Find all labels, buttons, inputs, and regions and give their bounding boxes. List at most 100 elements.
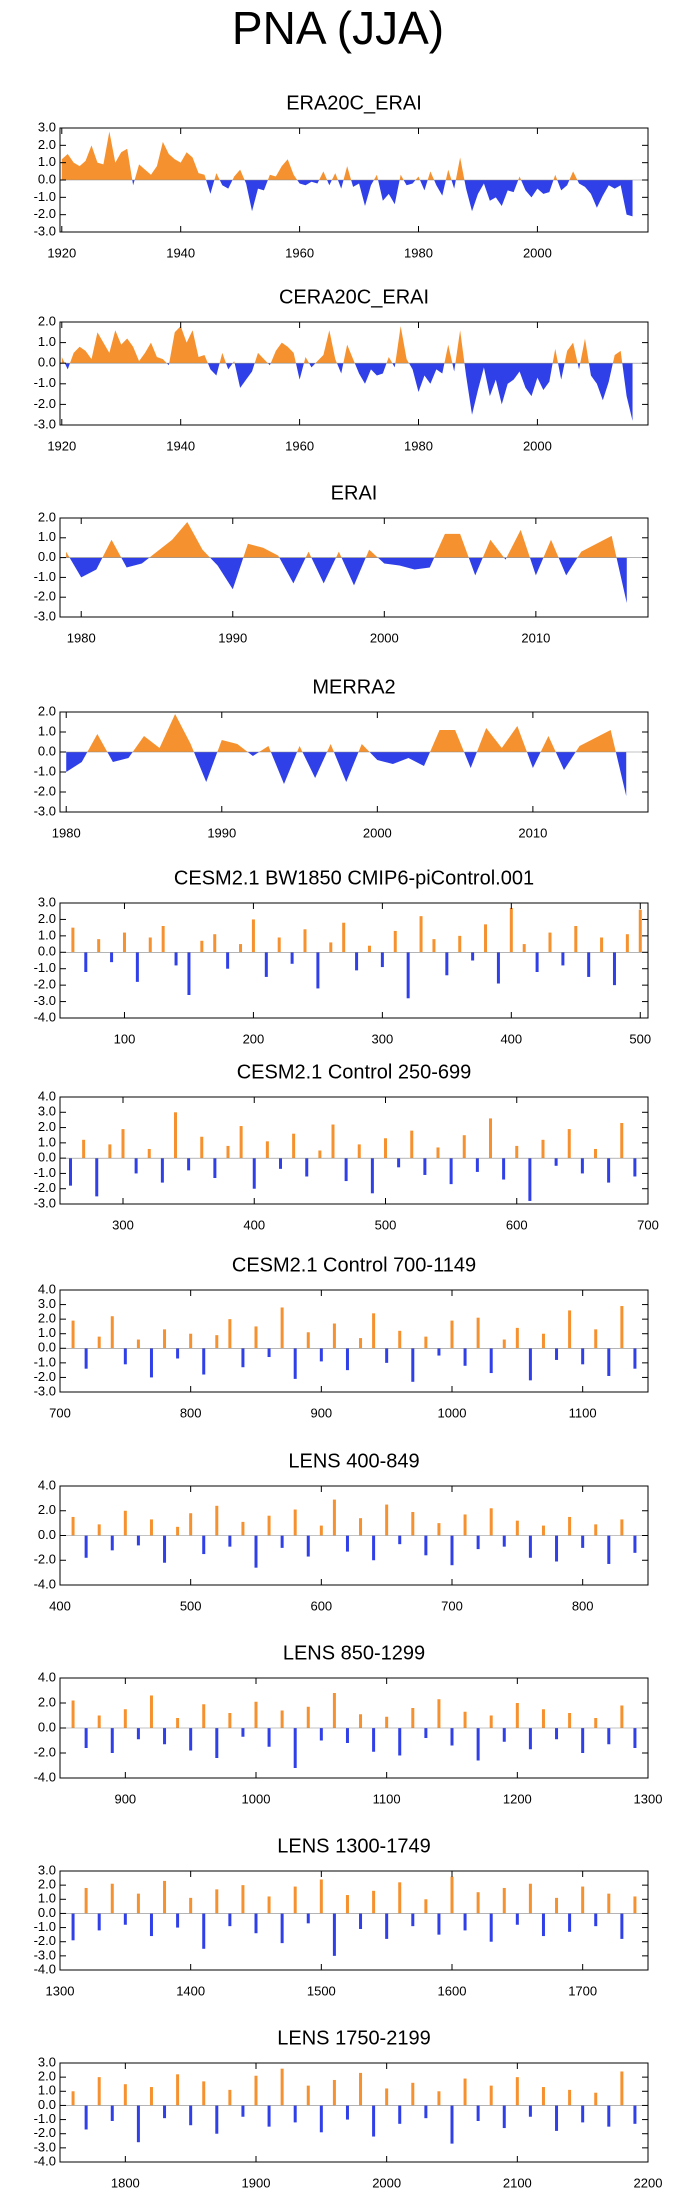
y-tick-label: -2.0 bbox=[34, 589, 56, 604]
bar bbox=[200, 1136, 204, 1159]
y-tick-label: 2.0 bbox=[38, 911, 56, 926]
bar bbox=[239, 1126, 243, 1159]
bar bbox=[489, 1913, 493, 1942]
bar bbox=[450, 1876, 454, 1914]
bar bbox=[97, 1336, 101, 1349]
bar bbox=[398, 2105, 402, 2124]
bar bbox=[541, 1913, 545, 1937]
bar bbox=[267, 1348, 271, 1358]
bar bbox=[489, 1118, 492, 1159]
bar bbox=[555, 1348, 559, 1360]
bar bbox=[241, 1348, 245, 1368]
y-tick-label: 0.0 bbox=[38, 944, 56, 959]
positive-area bbox=[61, 326, 633, 364]
bar bbox=[163, 1535, 167, 1563]
bar bbox=[541, 1333, 545, 1349]
bar bbox=[463, 1348, 467, 1366]
bar bbox=[450, 1320, 454, 1349]
bar bbox=[110, 1316, 114, 1349]
bar bbox=[241, 1885, 245, 1914]
bar bbox=[359, 1518, 363, 1536]
bar bbox=[136, 1339, 140, 1349]
bar bbox=[384, 1138, 387, 1159]
bar bbox=[239, 944, 243, 953]
bar bbox=[463, 1913, 467, 1931]
y-tick-label: -3.0 bbox=[34, 1383, 56, 1398]
x-tick-label: 400 bbox=[49, 1598, 71, 1613]
bar bbox=[357, 1144, 361, 1159]
bar bbox=[163, 1880, 167, 1914]
bar bbox=[267, 1896, 271, 1914]
bar bbox=[372, 2105, 376, 2137]
bar bbox=[267, 2105, 271, 2127]
positive-area bbox=[61, 131, 633, 180]
y-tick-label: -1.0 bbox=[34, 1165, 56, 1180]
bar bbox=[397, 1158, 401, 1168]
panel-title: LENS 1300-1749 bbox=[277, 1835, 430, 1857]
bar bbox=[541, 1139, 545, 1159]
bar bbox=[122, 932, 126, 953]
bar bbox=[633, 1348, 637, 1369]
bar bbox=[189, 1728, 193, 1751]
bar bbox=[123, 1709, 127, 1728]
x-tick-label: 500 bbox=[180, 1598, 202, 1613]
positive-area bbox=[66, 714, 627, 752]
bar bbox=[241, 1521, 245, 1536]
bar bbox=[594, 1718, 598, 1728]
bar bbox=[620, 1913, 624, 1939]
plot-area bbox=[66, 714, 627, 796]
bar bbox=[200, 940, 204, 953]
bar bbox=[633, 1896, 637, 1914]
bar bbox=[345, 1348, 349, 1371]
y-tick-label: 2.0 bbox=[38, 1311, 56, 1326]
bar bbox=[241, 2105, 245, 2117]
bar bbox=[612, 952, 616, 986]
bar bbox=[555, 1728, 559, 1740]
bar bbox=[290, 952, 294, 964]
plot-frame bbox=[59, 1870, 649, 1971]
plot-frame bbox=[59, 1289, 649, 1393]
x-tick-label: 1980 bbox=[52, 825, 81, 840]
bar bbox=[121, 1129, 125, 1159]
bar bbox=[528, 1728, 532, 1750]
bar bbox=[509, 907, 513, 953]
x-tick-label: 600 bbox=[506, 1217, 528, 1232]
y-tick-label: -1.0 bbox=[34, 763, 56, 778]
bar bbox=[344, 1158, 348, 1182]
bar bbox=[215, 2105, 219, 2134]
bar bbox=[280, 1307, 284, 1349]
y-tick-label: -2.0 bbox=[34, 1744, 56, 1759]
bar bbox=[306, 1332, 310, 1349]
bar bbox=[515, 1327, 519, 1349]
bar bbox=[458, 935, 462, 953]
bar bbox=[496, 952, 500, 984]
panel-title: LENS 1750-2199 bbox=[277, 2027, 430, 2049]
bar bbox=[607, 1348, 611, 1376]
bar bbox=[502, 1535, 506, 1547]
y-tick-label: 4.0 bbox=[38, 1669, 56, 1684]
bar bbox=[228, 2089, 232, 2106]
y-tick-label: -2.0 bbox=[34, 396, 56, 411]
bar bbox=[620, 1705, 624, 1728]
bar bbox=[424, 1535, 428, 1556]
y-tick-label: 1.0 bbox=[38, 154, 56, 169]
bar bbox=[450, 2105, 454, 2144]
bar bbox=[84, 1887, 88, 1914]
bar bbox=[306, 1913, 310, 1924]
x-tick-label: 1940 bbox=[166, 438, 195, 453]
y-tick-label: 3.0 bbox=[38, 1862, 56, 1877]
bar bbox=[345, 1895, 349, 1914]
bar bbox=[411, 2082, 415, 2106]
bar bbox=[372, 1728, 376, 1752]
bar bbox=[580, 1158, 584, 1174]
x-tick-label: 2200 bbox=[634, 2175, 663, 2190]
y-tick-label: -4.0 bbox=[34, 1576, 56, 1591]
y-tick-label: -2.0 bbox=[34, 206, 56, 221]
x-tick-label: 500 bbox=[629, 1031, 651, 1046]
x-tick-label: 800 bbox=[180, 1405, 202, 1420]
bar bbox=[419, 916, 423, 953]
bar bbox=[163, 1329, 167, 1349]
bar bbox=[202, 1348, 206, 1375]
y-tick-label: 4.0 bbox=[38, 1088, 56, 1103]
